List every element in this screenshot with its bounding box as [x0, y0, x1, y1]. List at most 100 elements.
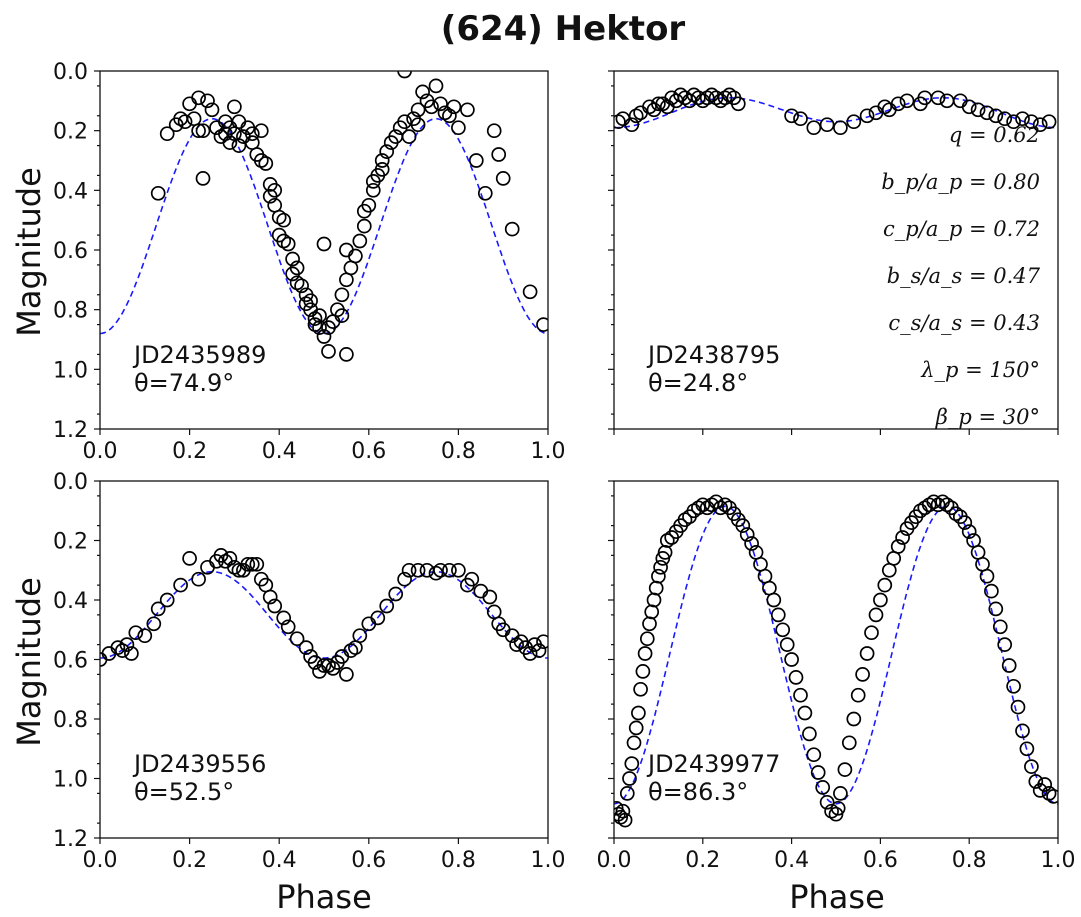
data-point	[1046, 789, 1058, 804]
y-tick-label: 0.6	[53, 239, 88, 264]
data-point	[397, 114, 412, 130]
data-point	[1019, 741, 1035, 757]
data-point	[970, 545, 986, 560]
data-point	[222, 135, 238, 150]
data-point	[365, 182, 381, 198]
parameter-item: c_s/a_s = 0.43	[888, 311, 1040, 335]
data-point	[806, 747, 822, 763]
data-point	[271, 209, 287, 225]
data-point	[802, 726, 817, 742]
data-point	[624, 756, 640, 771]
data-point	[276, 212, 292, 228]
data-point	[451, 120, 466, 136]
data-point	[639, 631, 655, 647]
data-point	[815, 780, 831, 795]
data-point	[753, 556, 768, 572]
data-point	[988, 601, 1004, 617]
x-tick-label: 0.2	[172, 439, 207, 464]
y-tick-label: 0.0	[53, 470, 88, 495]
data-point	[316, 236, 332, 252]
parameter-item: q = 0.62	[949, 123, 1040, 147]
data-point	[648, 580, 664, 596]
data-point	[633, 105, 648, 121]
data-point	[622, 771, 637, 786]
data-point	[961, 99, 977, 115]
data-point	[850, 687, 866, 703]
y-tick-label: 0.6	[53, 649, 88, 674]
data-point	[352, 233, 368, 249]
data-point	[997, 637, 1013, 652]
data-point	[846, 711, 862, 727]
data-point	[128, 625, 144, 641]
data-point	[473, 583, 489, 599]
data-point	[321, 344, 336, 359]
data-point	[868, 607, 884, 623]
data-point	[428, 565, 444, 581]
jd-label: JD2439556	[132, 750, 266, 778]
parameter-box	[918, 392, 1026, 428]
data-point	[930, 90, 946, 106]
data-point	[173, 577, 188, 593]
model-curve	[100, 117, 548, 335]
data-point	[779, 637, 795, 652]
data-point	[651, 96, 666, 112]
data-point	[401, 129, 417, 144]
data-point	[644, 604, 660, 620]
data-point	[424, 99, 439, 115]
data-point	[819, 794, 835, 810]
data-point	[388, 586, 404, 602]
data-point	[150, 601, 166, 617]
y-tick-label: 0.2	[53, 120, 88, 145]
data-point	[397, 571, 412, 587]
data-point	[793, 111, 808, 127]
data-point	[137, 628, 153, 644]
jd-label: JD2439977	[646, 750, 780, 778]
data-point	[1024, 759, 1039, 774]
data-point	[653, 559, 668, 575]
data-point	[419, 562, 435, 578]
data-point	[1032, 117, 1048, 133]
data-point	[159, 126, 175, 142]
data-point	[806, 120, 822, 136]
data-point	[298, 640, 314, 655]
data-point	[979, 568, 995, 584]
x-axis-label-right: Phase	[789, 878, 885, 916]
data-point	[939, 93, 955, 109]
data-point	[1010, 699, 1026, 715]
data-point	[204, 102, 220, 118]
data-point	[975, 556, 990, 572]
y-tick-label: 1.2	[53, 418, 88, 443]
data-point	[1001, 658, 1017, 673]
data-point	[961, 524, 977, 539]
data-point	[819, 117, 835, 133]
data-point	[522, 284, 538, 300]
data-point	[339, 242, 354, 258]
data-point	[970, 102, 986, 118]
data-point	[379, 144, 395, 159]
data-point	[356, 218, 372, 234]
y-tick-label: 0.8	[53, 299, 88, 324]
x-tick-label: 0.2	[172, 848, 207, 873]
data-point	[285, 251, 300, 267]
data-point	[401, 562, 417, 578]
axes-frame	[613, 480, 1059, 839]
data-point	[522, 646, 538, 661]
axes-frame	[99, 70, 549, 430]
data-point	[770, 607, 786, 623]
y-tick-label: 1.0	[53, 358, 88, 383]
y-tick-label: 0.0	[53, 60, 88, 85]
x-tick-label: 0.8	[441, 848, 476, 873]
data-point	[837, 762, 853, 777]
data-point	[1041, 114, 1057, 130]
data-point	[262, 589, 278, 605]
data-point	[191, 90, 206, 106]
data-point	[495, 171, 511, 186]
data-point	[1024, 114, 1039, 130]
data-point	[150, 185, 166, 201]
y-tick-label: 0.2	[53, 530, 88, 555]
data-point	[504, 221, 520, 237]
data-point	[997, 111, 1013, 127]
y-tick-label: 0.4	[53, 179, 88, 204]
parameter-item: c_p/a_p = 0.72	[883, 217, 1040, 241]
